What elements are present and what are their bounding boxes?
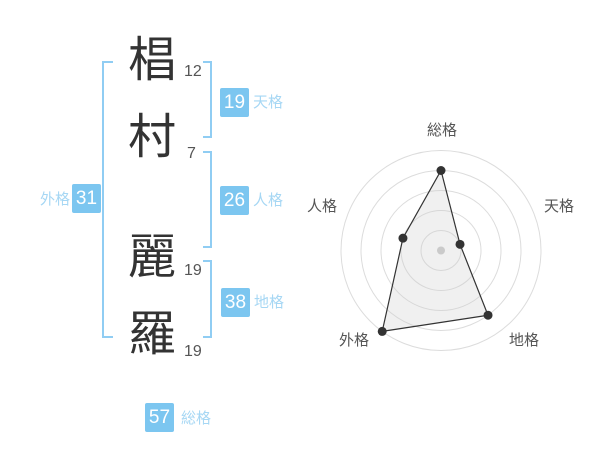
gaikaku-bracket [102, 61, 113, 338]
stroke-count-1: 12 [184, 63, 202, 80]
gaikaku-label: 外格 [39, 191, 70, 208]
name-character-1: 椙 [127, 34, 176, 87]
soukaku-label: 総格 [181, 410, 212, 427]
radar-axis-label-gaikaku: 外格 [338, 332, 369, 349]
jinkaku-bracket [203, 151, 212, 248]
stroke-count-4: 19 [184, 343, 202, 360]
tenkaku-badge: 19 [220, 88, 249, 117]
chikaku-bracket [203, 260, 212, 338]
stroke-count-3: 19 [184, 262, 202, 279]
radar-axis-label-tenkaku: 天格 [543, 198, 574, 215]
gaikaku-badge: 31 [72, 184, 101, 213]
soukaku-badge: 57 [145, 403, 174, 432]
chikaku-badge: 38 [221, 288, 250, 317]
tenkaku-label: 天格 [253, 94, 284, 111]
jinkaku-badge: 26 [220, 186, 249, 215]
name-character-2: 村 [127, 111, 176, 164]
stroke-count-2: 7 [187, 145, 196, 162]
radar-axis-label-soukaku: 総格 [426, 122, 457, 139]
name-character-3: 麗 [127, 231, 176, 284]
jinkaku-label: 人格 [253, 192, 284, 209]
radar-axis-label-chikaku: 地格 [508, 332, 539, 349]
radar-axis-label-jinkaku: 人格 [306, 198, 337, 215]
tenkaku-bracket [203, 61, 212, 138]
chikaku-label: 地格 [254, 294, 285, 311]
name-character-4: 羅 [127, 308, 176, 361]
